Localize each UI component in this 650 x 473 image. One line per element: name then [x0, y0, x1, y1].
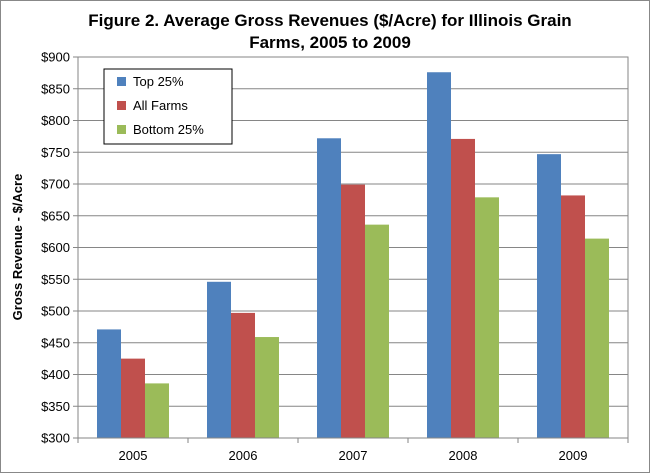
bar-bottom-25-2005 — [145, 383, 169, 438]
y-tick-label: $600 — [41, 240, 70, 255]
chart-title-line-2: Farms, 2005 to 2009 — [249, 33, 411, 52]
y-tick-label: $300 — [41, 431, 70, 446]
bar-top-25-2008 — [427, 72, 451, 439]
bar-all-farms-2008 — [451, 138, 475, 439]
y-axis-ticks: $300 $350 $400 $450 $500 $550 $600 $650 $700 $750… — [41, 50, 70, 446]
y-tick-label: $400 — [41, 367, 70, 382]
bar-bottom-25-2006 — [255, 337, 279, 438]
bar-top-25-2007 — [317, 138, 341, 438]
bar-all-farms-2005 — [121, 358, 145, 438]
bar-all-farms-2007 — [341, 184, 365, 438]
chart-title-line-1: Figure 2. Average Gross Revenues ($/Acre… — [88, 11, 571, 30]
legend-label: Bottom 25% — [133, 122, 204, 137]
legend: Top 25% All Farms Bottom 25% — [103, 68, 233, 145]
bar-top-25-2005 — [97, 329, 121, 438]
y-tick-label: $650 — [41, 208, 70, 223]
legend-swatch — [117, 125, 126, 134]
x-tick-label: 2009 — [559, 448, 588, 463]
bar-bottom-25-2007 — [365, 224, 389, 438]
y-tick-label: $750 — [41, 145, 70, 160]
bar-top-25-2006 — [207, 281, 231, 438]
legend-swatch — [117, 77, 126, 86]
bars — [97, 72, 609, 439]
bar-top-25-2009 — [537, 154, 561, 438]
y-tick-label: $900 — [41, 50, 70, 65]
bar-all-farms-2006 — [231, 312, 255, 438]
bar-all-farms-2009 — [561, 195, 585, 438]
legend-swatch — [117, 101, 126, 110]
legend-label: Top 25% — [133, 74, 184, 89]
plot-border — [77, 56, 629, 439]
x-tick-label: 2007 — [339, 448, 368, 463]
x-tick-label: 2005 — [119, 448, 148, 463]
bar-bottom-25-2009 — [585, 238, 609, 438]
bar-bottom-25-2008 — [475, 197, 499, 438]
x-tick-label: 2008 — [449, 448, 478, 463]
x-axis-ticks: 2005 2006 2007 2008 2009 — [119, 448, 588, 463]
axes — [73, 56, 629, 443]
legend-label: All Farms — [133, 98, 188, 113]
y-tick-label: $450 — [41, 335, 70, 350]
x-tick-label: 2006 — [229, 448, 258, 463]
y-tick-label: $850 — [41, 81, 70, 96]
y-axis-label: Gross Revenue - $/Acre — [10, 174, 25, 321]
y-tick-label: $550 — [41, 272, 70, 287]
y-tick-label: $350 — [41, 399, 70, 414]
y-tick-label: $500 — [41, 304, 70, 319]
y-tick-label: $700 — [41, 177, 70, 192]
y-tick-label: $800 — [41, 113, 70, 128]
